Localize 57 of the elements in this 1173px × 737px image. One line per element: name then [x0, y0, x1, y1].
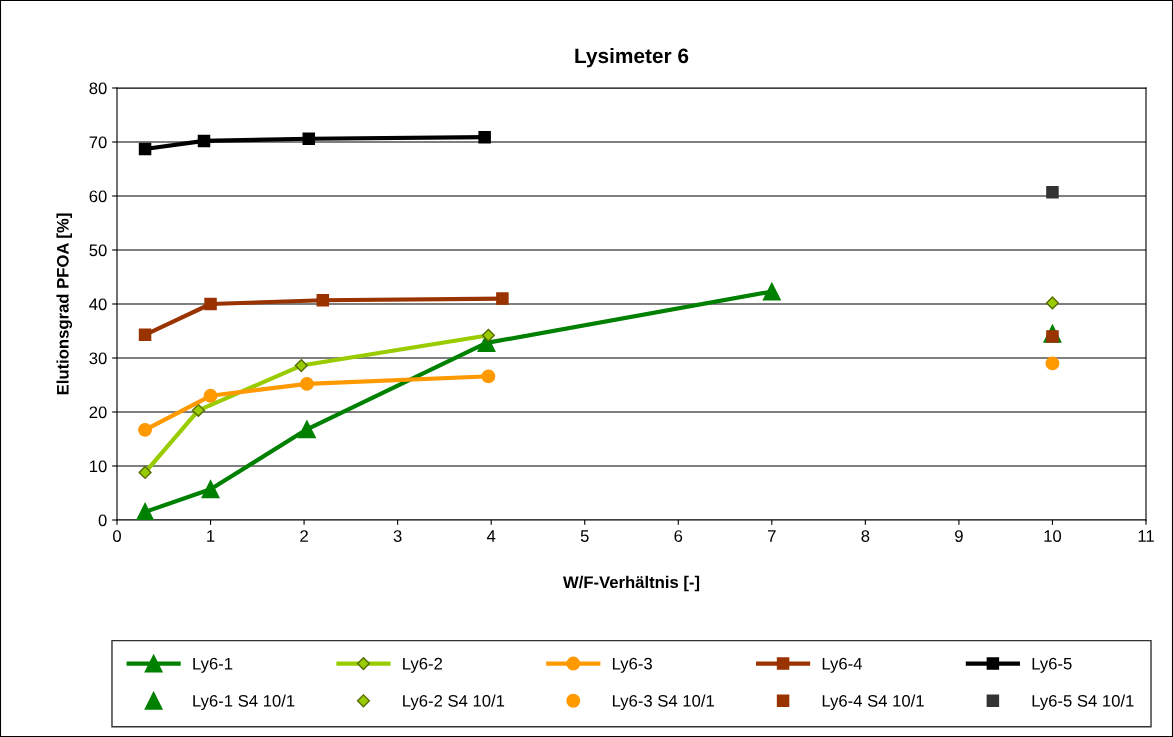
point: [201, 480, 220, 499]
y-tick-label: 70: [89, 136, 107, 149]
legend-label: Ly6-5: [1032, 657, 1072, 673]
x-tick-label: 4: [486, 530, 496, 542]
point: [191, 403, 205, 417]
legend-label: Ly6-2: [403, 657, 443, 673]
point: [197, 134, 211, 148]
point: [478, 130, 491, 144]
point: [138, 328, 152, 342]
y-tick-label: 50: [89, 244, 107, 257]
point: [496, 292, 509, 305]
legend-label: Ly6-1 S4 10/1: [193, 694, 295, 711]
point: [136, 502, 155, 520]
legend-label: Ly6-1: [193, 657, 233, 673]
point: [138, 422, 153, 437]
y-tick-label: 40: [89, 298, 107, 311]
point: [299, 376, 314, 391]
x-axis-title: W/F-Verhältnis [-]: [563, 575, 700, 592]
y-axis-title: Elutionsgrad PFOA [%]: [56, 213, 73, 395]
y-tick-label: 10: [90, 460, 107, 473]
legend-label: Ly6-2 S4 10/1: [403, 694, 505, 711]
point: [1046, 185, 1059, 199]
x-tick-label: 3: [393, 530, 402, 542]
x-tick-label: 11: [1138, 530, 1154, 542]
x-tick-label: 6: [674, 530, 683, 542]
point: [138, 465, 152, 480]
point: [762, 282, 781, 301]
x-tick-label: 9: [955, 530, 963, 542]
y-tick-label: 30: [89, 352, 107, 365]
point: [294, 358, 308, 373]
x-tick-label: 2: [300, 530, 308, 542]
y-tick-label: 0: [98, 514, 107, 527]
y-tick-label: 60: [89, 190, 107, 203]
point: [204, 297, 217, 311]
chart-title: Lysimeter 6: [575, 47, 689, 68]
x-tick-label: 1: [207, 530, 215, 542]
legend-label: Ly6-3 S4 10/1: [612, 694, 714, 711]
point: [481, 369, 496, 384]
y-tick-label: 20: [89, 406, 107, 419]
y-tick-label: 80: [89, 82, 107, 95]
x-tick-label: 8: [861, 530, 870, 542]
point: [203, 388, 218, 403]
legend-label: Ly6-3: [612, 657, 652, 673]
legend-label: Ly6-4: [822, 657, 862, 673]
point: [297, 420, 316, 439]
point: [138, 142, 152, 156]
x-tick-label: 7: [768, 530, 776, 542]
point: [316, 293, 330, 307]
x-tick-label: 5: [580, 530, 589, 542]
legend-label: Ly6-4 S4 10/1: [822, 694, 924, 711]
point: [1045, 296, 1060, 310]
x-tick-label: 0: [113, 530, 121, 542]
point: [1045, 356, 1060, 371]
point: [302, 132, 316, 146]
x-tick-label: 10: [1044, 530, 1062, 542]
point: [481, 328, 495, 342]
legend-label: Ly6-5 S4 10/1: [1032, 694, 1134, 711]
